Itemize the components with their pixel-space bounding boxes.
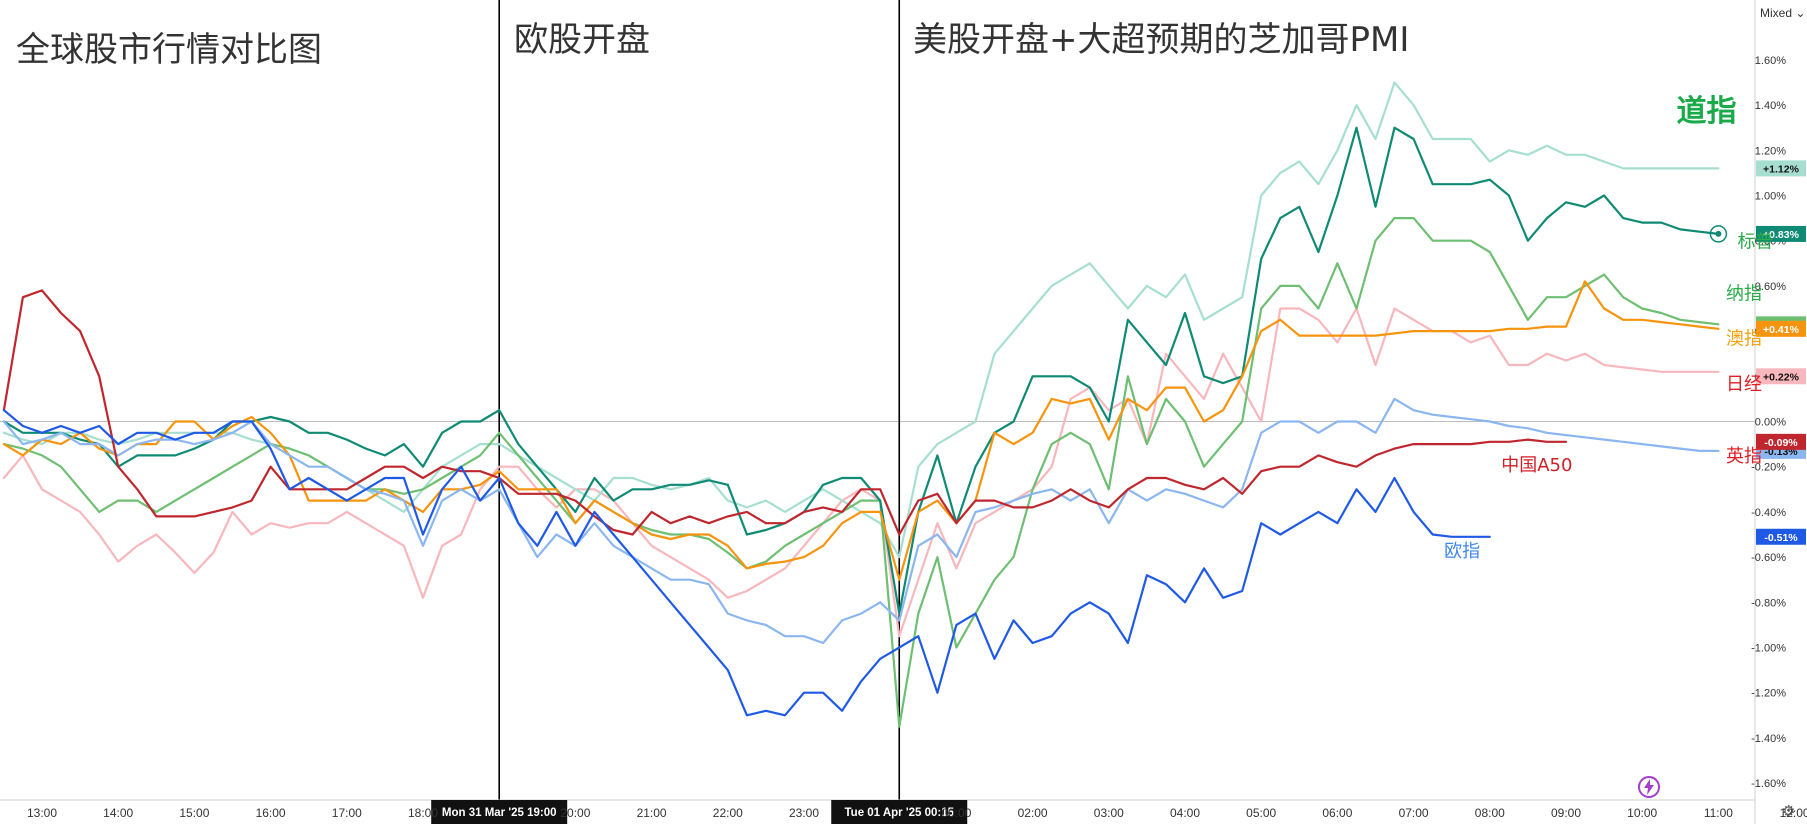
- x-tick-label: 21:00: [637, 806, 667, 820]
- price-badge-bg-1: [1756, 160, 1806, 177]
- last-point-ring: [1709, 225, 1728, 243]
- x-tick-label: 18:00: [408, 806, 438, 820]
- date-tag-0: Mon 31 Mar '25 19:00: [442, 807, 557, 819]
- price-badge-bg-0: [1756, 368, 1806, 385]
- y-tick-label: 1.60%: [1755, 55, 1786, 67]
- x-tick-label: 02:00: [1018, 806, 1048, 820]
- price-badge-bg-4: [1756, 320, 1806, 337]
- x-tick-label: 16:00: [256, 806, 286, 820]
- price-badge-4: +0.41%: [1763, 324, 1800, 336]
- y-tick-label: -1.40%: [1751, 733, 1786, 745]
- series-line-4: [2, 280, 1720, 581]
- scale-mode-label: Mixed: [1760, 6, 1793, 20]
- price-badge-0: +0.22%: [1763, 371, 1800, 383]
- section-label-europe: 欧股开盘: [514, 20, 650, 60]
- last-point-dot: [1715, 230, 1722, 237]
- x-tick-label: 17:00: [332, 806, 362, 820]
- scale-mode-dropdown[interactable]: Mixed ⌄: [1760, 6, 1805, 20]
- series-line-5: [2, 397, 1720, 645]
- last-point-marker: [1709, 225, 1728, 243]
- y-tick-label: -0.80%: [1751, 597, 1786, 609]
- y-tick-label: 1.40%: [1755, 100, 1786, 112]
- y-tick-label: 1.20%: [1755, 145, 1786, 157]
- series-line-6: [2, 289, 1568, 536]
- x-tick-label: 10:00: [1627, 806, 1657, 820]
- x-tick-label: 11:00: [1704, 806, 1733, 820]
- y-axis[interactable]: 1.60%1.40%1.20%1.00%0.80%0.60%0.40%0.20%…: [1751, 0, 1786, 824]
- date-tag-bg-1: [831, 800, 968, 824]
- price-badges: +0.22%+1.12%+0.43%+0.83%+0.41%-0.13%-0.0…: [1756, 160, 1806, 545]
- series-line-0: [2, 307, 1720, 638]
- price-badge-7: -0.51%: [1764, 532, 1798, 544]
- lightning-icon[interactable]: [1637, 775, 1661, 799]
- series-text-label-6: 中国A50: [1501, 455, 1572, 476]
- price-badge-bg-6: [1756, 433, 1806, 450]
- chart-title: 全球股市行情对比图: [16, 30, 322, 70]
- price-badge-bg-7: [1756, 528, 1806, 545]
- series-line-3: [2, 126, 1720, 615]
- y-tick-label: -0.60%: [1751, 552, 1786, 564]
- y-tick-label: -0.40%: [1751, 507, 1786, 519]
- date-tag-1: Tue 01 Apr '25 00:15: [845, 807, 955, 819]
- series-text-label-7: 欧指: [1444, 541, 1480, 562]
- x-tick-label: 07:00: [1399, 806, 1429, 820]
- x-tick-label: 05:00: [1246, 806, 1276, 820]
- x-tick-label: 03:00: [1094, 806, 1124, 820]
- x-axis: Mon 31 Mar '25 19:00 Tue 01 Apr '25 00:15…: [0, 799, 1807, 824]
- y-tick-label: 1.00%: [1755, 191, 1786, 203]
- x-tick-label: 22:00: [713, 806, 743, 820]
- price-badge-bg-3: [1756, 225, 1806, 242]
- x-tick-label: 06:00: [1322, 806, 1352, 820]
- y-tick-label: 0.60%: [1755, 281, 1786, 293]
- x-tick-label: 04:00: [1170, 806, 1200, 820]
- series-text-label-2: 纳指: [1726, 283, 1762, 304]
- x-tick-label: 23:00: [789, 806, 819, 820]
- chevron-down-icon: ⌄: [1795, 6, 1806, 20]
- series-line-7: [2, 409, 1491, 717]
- series-text-label-5: 英指: [1726, 446, 1762, 467]
- x-tick-label: 13:00: [27, 806, 57, 820]
- x-tick-label: 15:00: [179, 806, 209, 820]
- x-tick-label: 09:00: [1551, 806, 1581, 820]
- series-text-label-1: 标普: [1737, 231, 1773, 252]
- x-tick-label: 08:00: [1475, 806, 1505, 820]
- series-lines: [2, 81, 1720, 728]
- section-label-us: 美股开盘+大超预期的芝加哥PMI: [913, 20, 1410, 60]
- series-text-label-4: 日经: [1726, 374, 1762, 395]
- price-badge-6: -0.09%: [1764, 437, 1798, 449]
- x-tick-label: 14:00: [103, 806, 133, 820]
- price-badge-1: +1.12%: [1763, 163, 1800, 175]
- series-text-label-3: 澳指: [1726, 329, 1762, 350]
- x-tick-label: 00:00: [941, 806, 971, 820]
- y-tick-label: -0.20%: [1751, 462, 1786, 474]
- gear-icon[interactable]: ⚙: [1782, 803, 1796, 820]
- series-text-label-0: 道指: [1676, 94, 1736, 129]
- x-tick-label: 12:00: [1780, 806, 1807, 820]
- y-tick-label: 0.00%: [1755, 417, 1786, 429]
- price-badge-3: +0.83%: [1763, 229, 1800, 241]
- y-tick-label: -1.00%: [1751, 643, 1786, 655]
- series-line-2: [2, 217, 1720, 728]
- y-tick-label: -1.20%: [1751, 688, 1786, 700]
- x-tick-label: 20:00: [560, 806, 590, 820]
- session-divider-lines: [498, 0, 901, 800]
- date-tag-bg-0: [431, 800, 568, 824]
- y-tick-label: -1.60%: [1751, 778, 1786, 790]
